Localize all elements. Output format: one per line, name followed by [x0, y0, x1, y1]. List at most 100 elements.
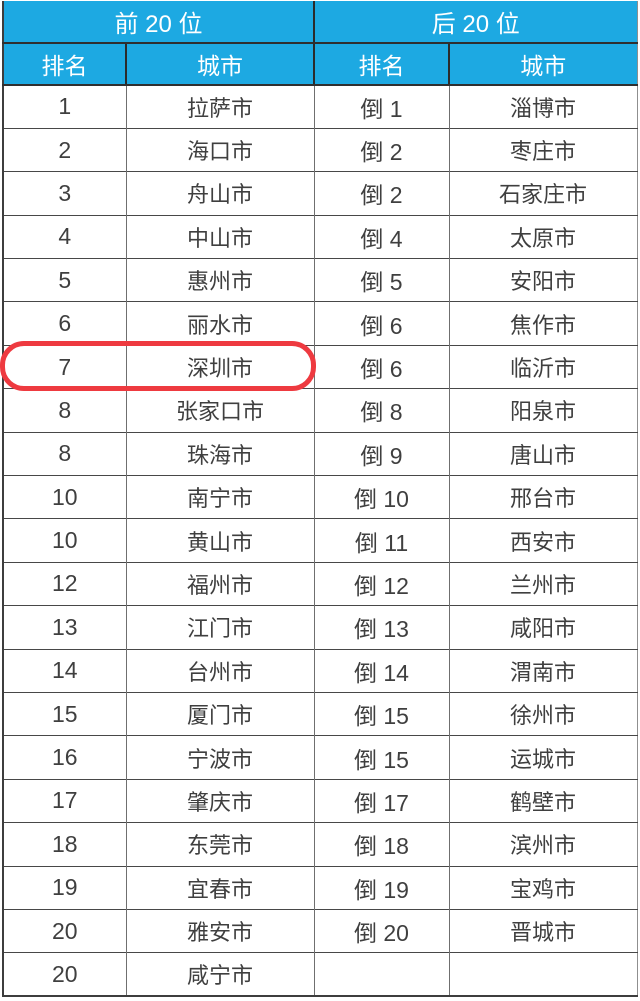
rank-cell: 7: [3, 344, 126, 389]
city-cell: 咸阳市: [448, 605, 637, 650]
rank-cell: 倒 17: [313, 778, 449, 823]
rank-cell: 4: [3, 214, 126, 259]
rank-cell: 倒 5: [313, 258, 449, 302]
rank-cell: 倒 15: [313, 735, 449, 780]
table-row: 16 宁波市倒 15 运城市: [3, 735, 637, 780]
city-cell: 晋城市: [448, 908, 637, 953]
city-cell: 黄山市: [125, 518, 314, 563]
rank-cell: 16: [3, 735, 126, 780]
rank-cell: 17: [3, 778, 126, 823]
table-row: 2 海口市倒 2 枣庄市: [3, 127, 637, 172]
table-row: 20 雅安市倒 20 晋城市: [3, 908, 637, 953]
rank-cell: 倒 4: [313, 214, 449, 259]
rank-cell: 12: [3, 561, 126, 606]
city-cell: 枣庄市: [448, 127, 637, 172]
rank-cell: 倒 13: [313, 605, 449, 650]
rank-cell: 倒 8: [313, 388, 449, 433]
rank-cell: 倒 12: [313, 561, 449, 606]
rank-cell: 20: [3, 952, 126, 997]
bottom20-group-header: 后 20 位: [313, 1, 637, 44]
col-header-rank-right: 排名: [313, 43, 449, 86]
city-cell: 雅安市: [125, 908, 314, 953]
city-cell: 焦作市: [448, 301, 637, 346]
table-body: 1 拉萨市倒 1 淄博市 2 海口市倒 2 枣庄市 3 舟山市倒 2 石家庄市 4 中山市倒 4 太原…: [3, 84, 637, 997]
table-row: 3 舟山市倒 2 石家庄市: [3, 171, 637, 216]
city-cell: 太原市: [448, 214, 637, 259]
col-header-city-left: 城市: [125, 43, 314, 86]
city-cell: 鹤壁市: [448, 778, 637, 823]
rank-cell: 倒 6: [313, 301, 449, 346]
table-row: 20 咸宁市: [3, 952, 637, 997]
column-header-row: 排名 城市 排名 城市: [3, 43, 637, 86]
rank-cell: 10: [3, 518, 126, 563]
city-cell: 珠海市: [125, 431, 314, 476]
table-row: 15 厦门市倒 15 徐州市: [3, 691, 637, 736]
rank-cell: 18: [3, 822, 126, 867]
city-cell: 阳泉市: [448, 388, 637, 433]
rank-cell: 倒 18: [313, 822, 449, 867]
city-cell: 渭南市: [448, 648, 637, 693]
rank-cell: 倒 9: [313, 431, 449, 476]
city-cell: [448, 952, 637, 997]
city-cell: 安阳市: [448, 258, 637, 302]
rank-cell: 倒 11: [313, 518, 449, 563]
city-cell: 肇庆市: [125, 778, 314, 823]
city-cell: 宜春市: [125, 865, 314, 910]
rank-cell: 13: [3, 605, 126, 650]
city-cell: 厦门市: [125, 691, 314, 736]
city-cell: 兰州市: [448, 561, 637, 606]
rank-cell: 倒 2: [313, 171, 449, 216]
city-cell: 张家口市: [125, 388, 314, 433]
city-cell: 中山市: [125, 214, 314, 259]
rank-cell: 15: [3, 691, 126, 736]
rank-cell: 2: [3, 127, 126, 172]
table-row: 14 台州市倒 14 渭南市: [3, 648, 637, 693]
rank-cell: 19: [3, 865, 126, 910]
table-row: 18 东莞市倒 18 滨州市: [3, 822, 637, 867]
city-cell: 淄博市: [448, 84, 637, 129]
col-header-rank-left: 排名: [3, 43, 126, 86]
city-cell: 南宁市: [125, 475, 314, 519]
rank-cell: 倒 1: [313, 84, 449, 129]
rank-cell: 3: [3, 171, 126, 216]
city-cell: 邢台市: [448, 475, 637, 519]
rank-cell: 1: [3, 84, 126, 129]
table-row: 1 拉萨市倒 1 淄博市: [3, 84, 637, 129]
table-row: 4 中山市倒 4 太原市: [3, 214, 637, 259]
table-row: 10 南宁市倒 10 邢台市: [3, 475, 637, 519]
table-row: 19 宜春市倒 19 宝鸡市: [3, 865, 637, 910]
city-cell: 滨州市: [448, 822, 637, 867]
table-row: 6 丽水市倒 6 焦作市: [3, 301, 637, 346]
rank-cell: 5: [3, 258, 126, 302]
rank-cell: 倒 10: [313, 475, 449, 519]
city-cell: 临沂市: [448, 344, 637, 389]
table-row: 17 肇庆市倒 17 鹤壁市: [3, 778, 637, 823]
table-row: 12 福州市倒 12 兰州市: [3, 561, 637, 606]
rank-cell: 8: [3, 388, 126, 433]
group-header-row: 前 20 位 后 20 位: [3, 1, 637, 44]
rank-cell: 10: [3, 475, 126, 519]
city-cell: 海口市: [125, 127, 314, 172]
rank-cell: 倒 20: [313, 908, 449, 953]
city-cell: 唐山市: [448, 431, 637, 476]
city-cell: 咸宁市: [125, 952, 314, 997]
city-cell: 江门市: [125, 605, 314, 650]
rank-cell: 倒 14: [313, 648, 449, 693]
rank-cell: 倒 2: [313, 127, 449, 172]
table-row: 8 珠海市倒 9 唐山市: [3, 431, 637, 476]
city-cell: 惠州市: [125, 258, 314, 302]
city-cell: 西安市: [448, 518, 637, 563]
rank-cell: 倒 19: [313, 865, 449, 910]
rank-cell: 14: [3, 648, 126, 693]
rank-cell: 8: [3, 431, 126, 476]
col-header-city-right: 城市: [448, 43, 637, 86]
city-cell: 福州市: [125, 561, 314, 606]
rank-cell: 倒 6: [313, 344, 449, 389]
table-row: 7 深圳市倒 6 临沂市: [3, 344, 637, 389]
city-cell: 徐州市: [448, 691, 637, 736]
rank-cell: 倒 15: [313, 691, 449, 736]
city-cell: 宝鸡市: [448, 865, 637, 910]
city-cell: 东莞市: [125, 822, 314, 867]
